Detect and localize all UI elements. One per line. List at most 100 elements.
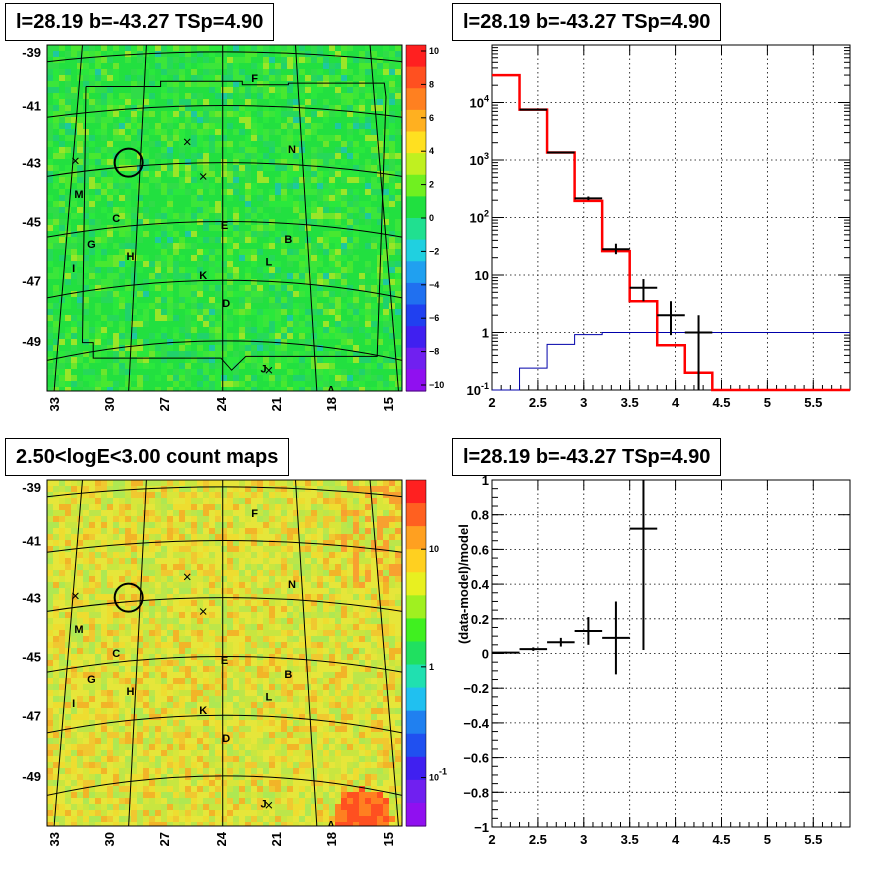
colorbar: 10 8 6 4 2 0 −2 −4 −6 −8 −10 [405,44,444,392]
map-y-tick-label: -43 [22,156,41,171]
y-tick-label: 103 [470,151,489,168]
source-label-A: A [327,384,335,396]
x-tick-label: 4 [672,832,680,847]
grid-longitude-line [53,480,83,826]
grid-latitude-line [47,597,402,612]
grid-latitude-line [47,714,402,734]
x-tick-label: 5 [764,395,771,410]
y-tick-label: 0.6 [471,542,489,557]
source-label-N: N [288,579,296,591]
source-label-J: J [260,799,266,811]
grid-latitude-line [47,540,402,553]
map-x-tick-label: 18 [324,397,339,411]
grid-longitude-line [295,45,318,391]
grid-latitude-line [47,486,402,498]
map-x-tick-label: 24 [214,396,229,411]
map-x-tick-label: 27 [157,397,172,411]
map-y-tick-label: -45 [22,214,41,229]
grid-latitude-line [47,162,402,177]
map-y-tick-label: -47 [22,273,41,288]
colorbar-label: 4 [429,146,434,156]
grid-longitude-line [369,45,399,391]
y-tick-label: −1 [474,820,489,835]
colorbar-label: −10 [429,380,444,390]
map-y-tick-label: -43 [22,591,41,606]
map-x-tick-label: 30 [102,832,117,846]
source-label-I: I [72,263,75,275]
count-map-panel: F N M C E B G H I L K D J A -39 -41 -43 -45 -47 -49 33 30 27 24… [22,479,447,846]
source-label-G: G [87,239,96,251]
map-y-tick-label: -47 [22,708,41,723]
map-frame [46,479,403,827]
target-circle [113,147,144,178]
x-tick-label: 2 [488,832,495,847]
y-tick-label: 1 [482,326,489,341]
map-y-tick-label: -39 [22,480,41,495]
y-tick-label: −0.8 [463,785,489,800]
x-tick-label: 2 [488,395,495,410]
y-tick-label: 0.8 [471,508,489,523]
grid-longitude-line [53,45,83,391]
y-tick-label: 0.2 [471,612,489,627]
map-y-tick-label: -41 [22,534,41,549]
y-tick-label: 0.4 [471,577,490,592]
grid-latitude-line [47,279,402,299]
map-y-tick-label: -49 [22,769,41,784]
map-image: F N M C E B G H I L K D J A [47,480,402,826]
colorbar-label: 0 [429,213,434,223]
background-model-line [492,332,850,391]
roi-outline [81,80,387,371]
source-label-M: M [74,189,83,201]
residual-ratio-panel: 2 2.5 3 3.5 4 4.5 5 5.5 −1 −0.8 −0.6 −0.4 −0.2 0 0.2 0.… [456,473,851,847]
source-label-F: F [251,508,258,520]
source-label-D: D [222,298,230,310]
x-tick-label: 4 [672,395,680,410]
x-tick-label: 5 [764,832,771,847]
y-tick-label: 102 [470,209,489,226]
map-x-tick-label: 21 [269,832,284,846]
y-tick-label: 10 [475,268,489,283]
map-x-tick-label: 21 [269,397,284,411]
residual-map-title: l=28.19 b=-43.27 TSp=4.90 [5,3,275,41]
source-cross [72,157,79,165]
colorbar-label: −2 [429,246,439,256]
source-label-H: H [126,251,134,263]
source-cross [72,592,79,600]
source-label-M: M [74,624,83,636]
grid-longitude-line [128,480,147,826]
y-tick-label: 1 [482,473,489,488]
grid-longitude-line [295,480,318,826]
x-tick-label: 2.5 [529,395,547,410]
grid-latitude-line [47,655,402,673]
source-cross [265,801,273,809]
grid-latitude-line [47,105,402,118]
source-label-B: B [284,669,292,681]
source-cross [265,366,273,374]
source-label-C: C [112,648,120,660]
source-label-F: F [251,73,258,85]
source-label-L: L [266,256,273,268]
source-cross [199,608,207,615]
colorbar-label: 10 [429,544,439,554]
grid-longitude-line [128,45,147,391]
y-tick-label: −0.6 [463,751,489,766]
map-x-tick-label: 33 [47,832,62,846]
source-cross [183,138,191,146]
colorbar-label: −6 [429,313,439,323]
source-cross [183,573,191,581]
x-tick-label: 2.5 [529,832,547,847]
source-label-L: L [266,691,273,703]
colorbar-label: 8 [429,79,434,89]
source-label-C: C [112,213,120,225]
grid-latitude-line [47,775,402,796]
spectrum-title: l=28.19 b=-43.27 TSp=4.90 [452,3,722,41]
map-x-tick-label: 15 [381,397,396,411]
source-label-D: D [222,733,230,745]
source-label-E: E [221,655,228,667]
map-image: F N M C E B G H I L K D J A [47,45,402,396]
y-tick-label: −0.4 [463,716,489,731]
grid-longitude-line [369,480,399,826]
map-x-tick-label: 15 [381,832,396,846]
grid-latitude-line [47,51,402,63]
